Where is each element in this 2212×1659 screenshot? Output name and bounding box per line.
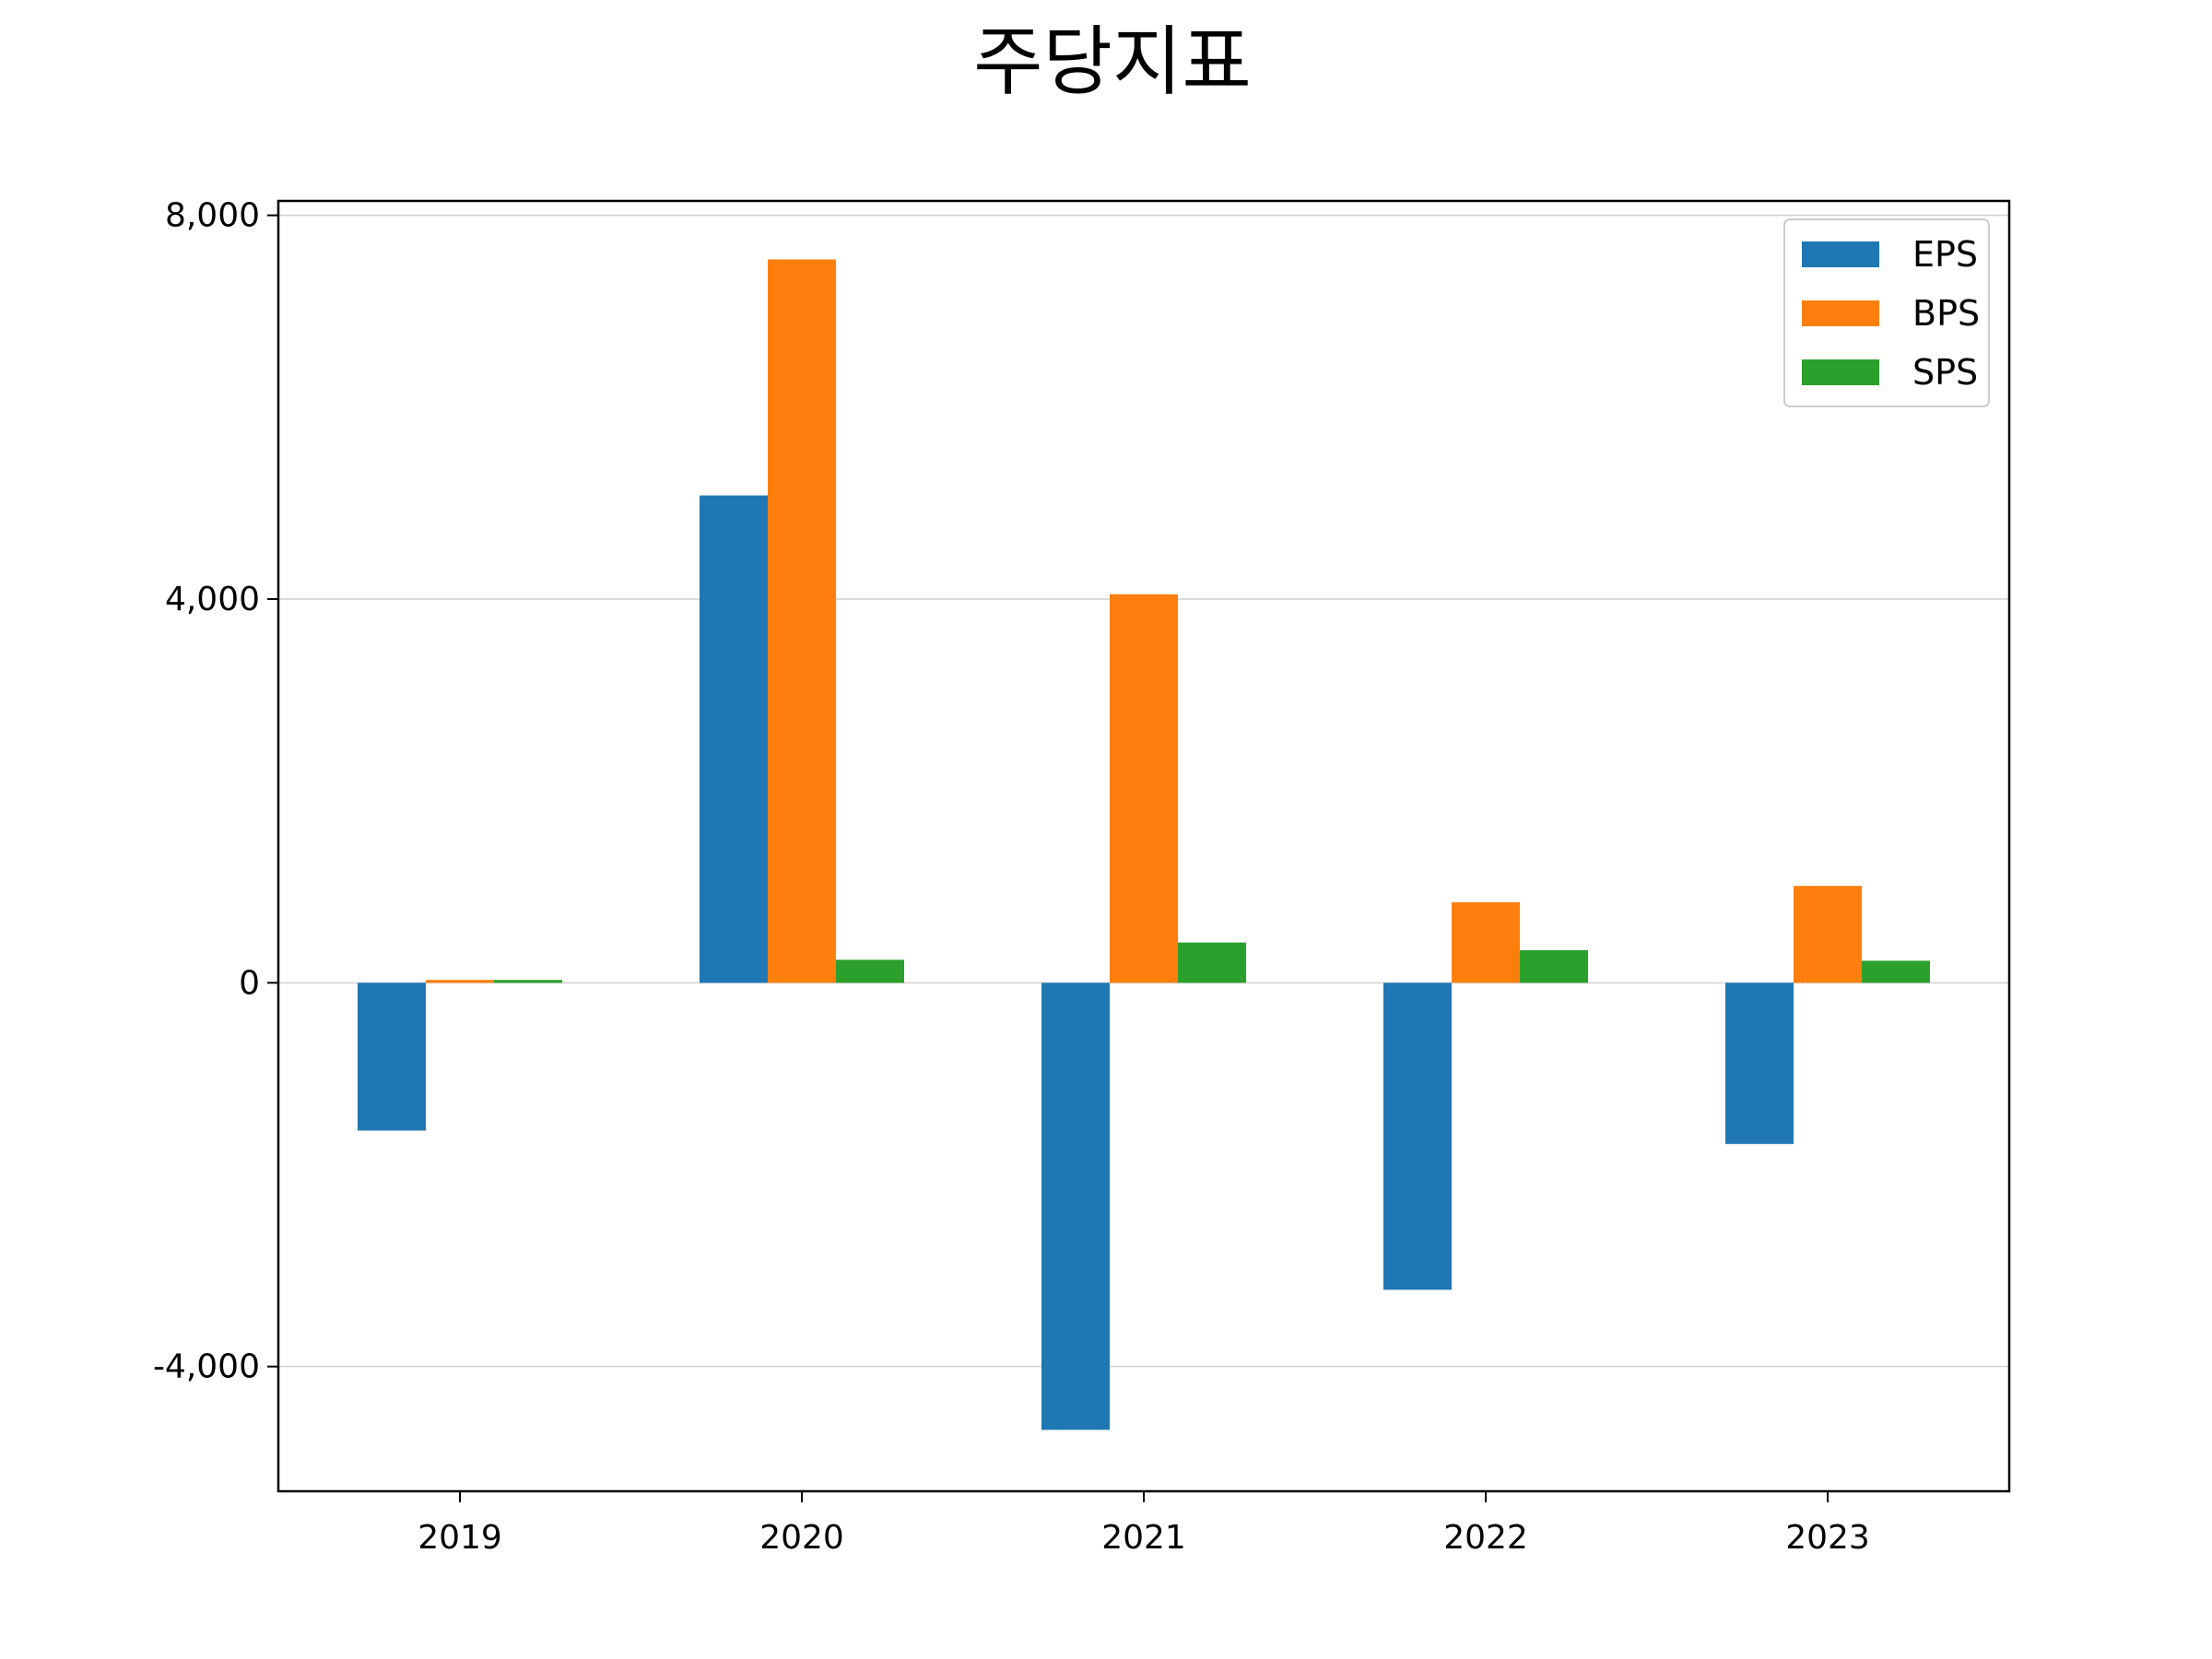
bar-sps-2020 — [836, 959, 904, 983]
x-tick-label: 2021 — [1101, 1519, 1186, 1557]
x-tick-label: 2022 — [1443, 1519, 1528, 1557]
y-tick-label: -4,000 — [153, 1348, 260, 1386]
bar-sps-2019 — [494, 980, 562, 983]
bar-bps-2021 — [1110, 594, 1178, 983]
legend-label-bps: BPS — [1912, 293, 1980, 334]
bar-eps-2019 — [358, 982, 426, 1131]
x-tick-label: 2020 — [759, 1519, 844, 1557]
y-tick-label: 0 — [239, 964, 260, 1002]
legend-swatch-eps — [1802, 241, 1879, 267]
legend-label-eps: EPS — [1912, 234, 1978, 275]
bar-eps-2020 — [700, 495, 768, 983]
bar-sps-2023 — [1862, 960, 1930, 983]
y-tick-label: 8,000 — [165, 197, 260, 235]
legend-swatch-sps — [1802, 359, 1879, 385]
chart-title: 주당지표 — [973, 18, 1252, 106]
bar-sps-2022 — [1520, 949, 1588, 983]
bar-bps-2022 — [1452, 901, 1520, 983]
bar-eps-2022 — [1383, 982, 1452, 1290]
legend: EPS BPS SPS — [1783, 218, 1990, 407]
bar-bps-2023 — [1794, 886, 1862, 983]
bar-bps-2019 — [426, 980, 494, 983]
bar-eps-2023 — [1725, 982, 1794, 1145]
x-tick-label: 2023 — [1785, 1519, 1870, 1557]
bar-sps-2021 — [1178, 942, 1246, 983]
bar-eps-2021 — [1041, 982, 1110, 1430]
x-axis: 2019 2020 2021 2022 2023 — [418, 1491, 1870, 1557]
y-axis: -4,000 0 4,000 8,000 — [153, 197, 278, 1386]
bars — [358, 259, 1930, 1430]
legend-label-sps: SPS — [1912, 352, 1978, 393]
y-tick-label: 4,000 — [165, 581, 260, 618]
x-tick-label: 2019 — [418, 1519, 502, 1557]
bar-bps-2020 — [768, 259, 836, 983]
legend-swatch-bps — [1802, 300, 1879, 326]
